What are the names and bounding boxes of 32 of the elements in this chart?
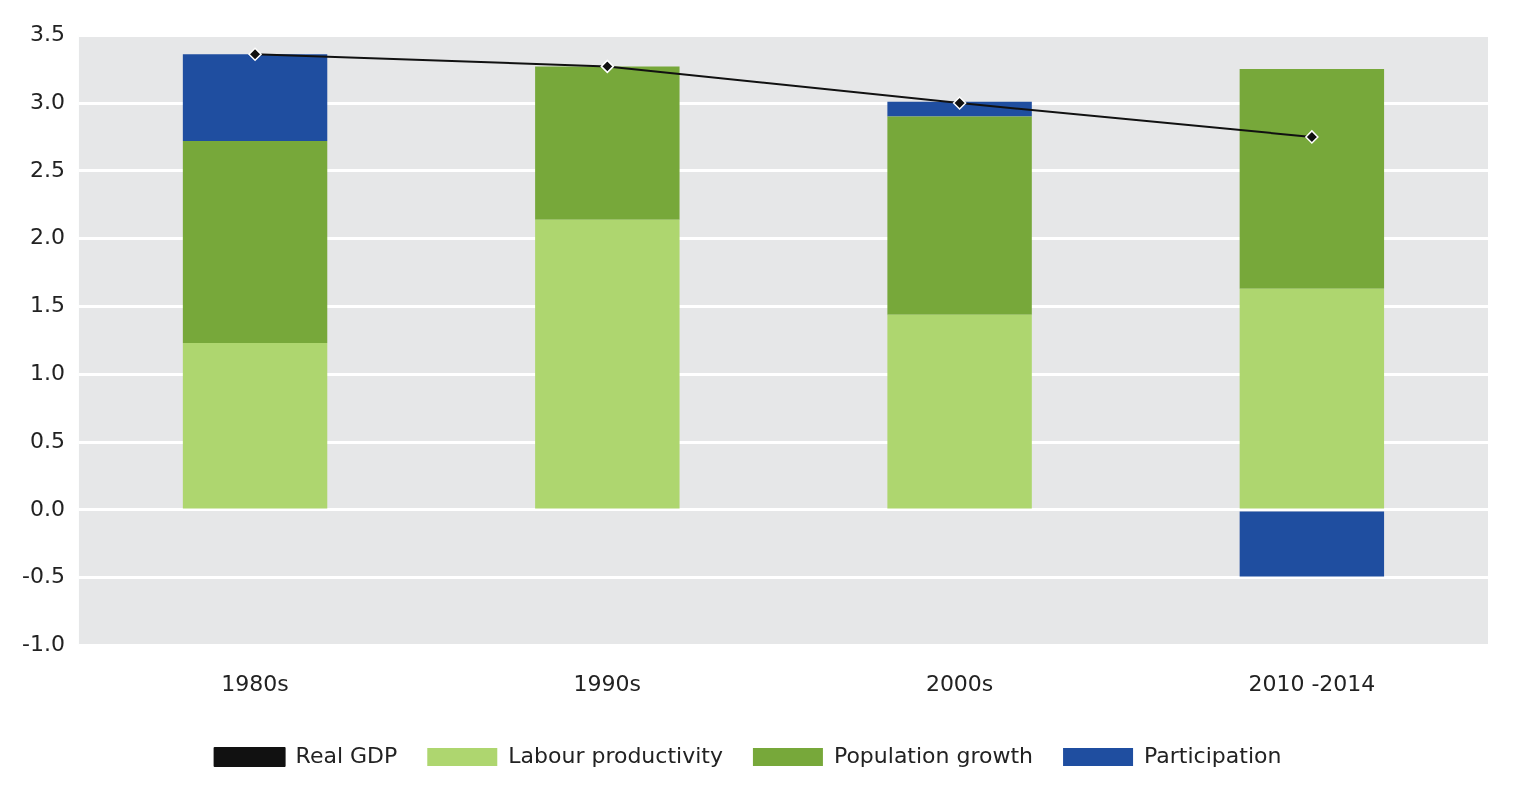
y-tick-label: 1.5 [29, 292, 65, 318]
bar [182, 343, 328, 509]
bar [182, 54, 328, 141]
legend-label: Population growth [833, 742, 1034, 768]
y-tick-label: 3.5 [29, 20, 65, 46]
x-tick-label: 2000s [925, 670, 994, 696]
point [952, 96, 967, 110]
x-tick-label: 2010 -2014 [1248, 670, 1376, 696]
point [248, 47, 262, 61]
y-tick-label: 3.0 [29, 88, 65, 114]
y-tick-label: -0.5 [21, 563, 65, 589]
bar [887, 101, 1032, 117]
legend-label: Labour productivity [508, 742, 723, 768]
legend-label: Real GDP [295, 742, 398, 768]
y-tick-label: 2.0 [29, 224, 65, 250]
bar [535, 66, 680, 220]
bar [887, 314, 1032, 509]
y-tick-label: 2.5 [29, 156, 65, 182]
y-tick-label: -1.0 [21, 631, 65, 657]
x-tick-label: 1980s [221, 670, 289, 696]
bar [182, 141, 328, 344]
legend-label: Participation [1144, 742, 1282, 768]
point [1305, 130, 1319, 144]
bar [535, 219, 680, 509]
y-tick-label: 0.5 [29, 427, 65, 453]
y-tick-label: 1.0 [29, 360, 65, 386]
bar [1239, 69, 1385, 289]
bar [1239, 288, 1385, 509]
point [600, 59, 615, 74]
y-tick-label: 0.0 [29, 495, 65, 521]
bar [887, 116, 1032, 315]
x-tick-label: 1990s [573, 670, 642, 696]
